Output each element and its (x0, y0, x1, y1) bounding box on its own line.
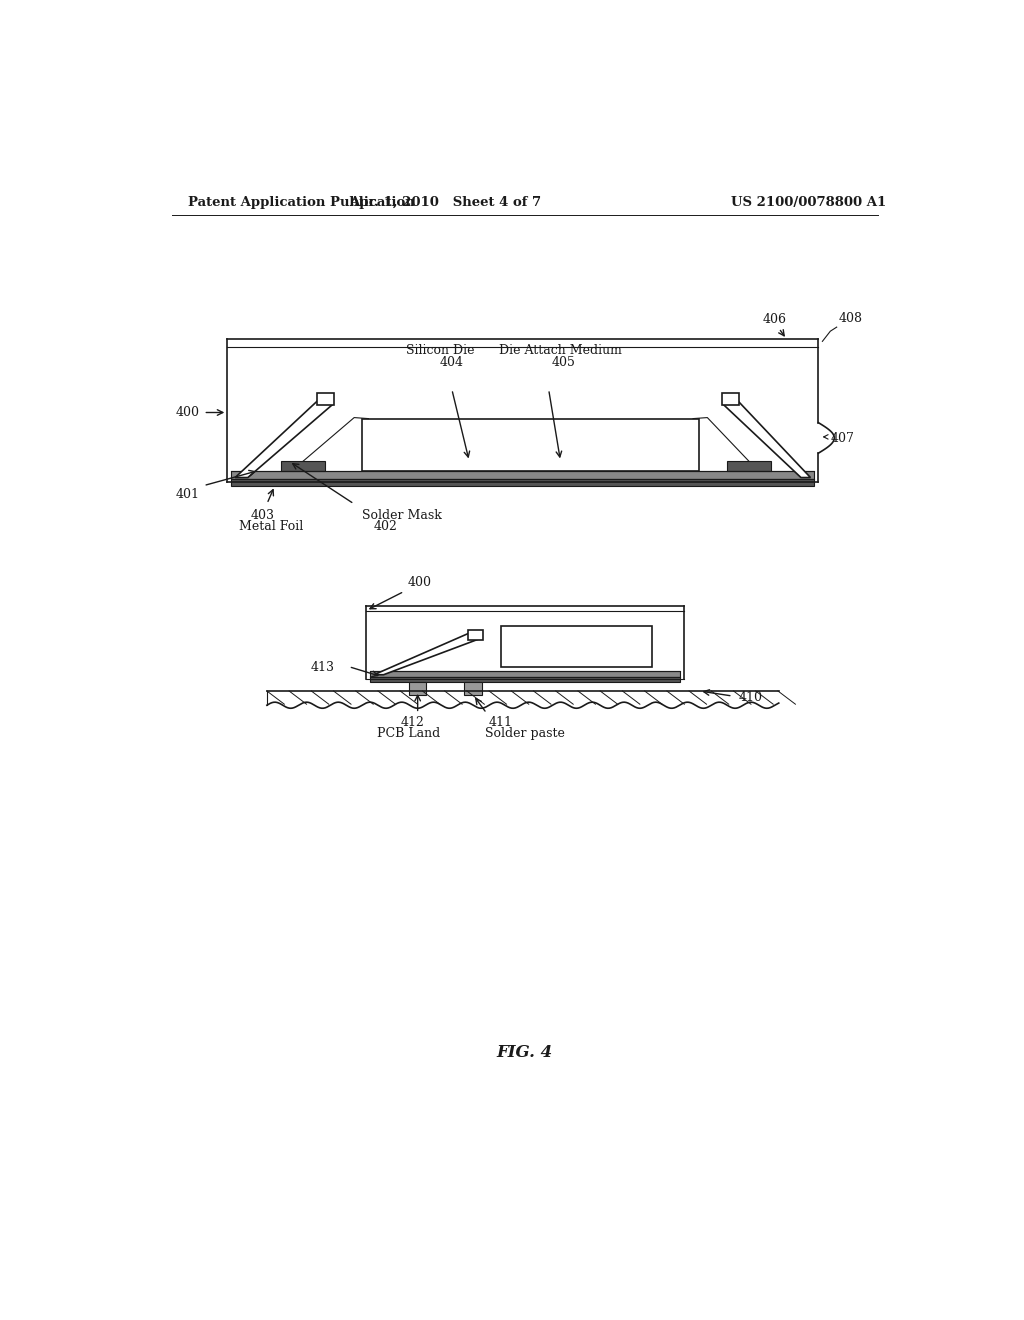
Bar (409, 682, 426, 696)
Text: Solder Mask: Solder Mask (362, 510, 442, 521)
Text: US 2100/0078800 A1: US 2100/0078800 A1 (731, 195, 887, 209)
Text: Die Attach Medium: Die Attach Medium (499, 343, 622, 356)
Bar (501, 626, 652, 667)
Polygon shape (374, 634, 481, 675)
Bar (468, 630, 482, 640)
Text: 400: 400 (408, 577, 431, 589)
Text: FIG. 4: FIG. 4 (497, 1044, 553, 1061)
Text: 411: 411 (489, 717, 513, 730)
Bar (231, 479, 814, 486)
Bar (465, 682, 482, 696)
Text: 404: 404 (439, 356, 464, 368)
Text: 413: 413 (310, 661, 334, 675)
Text: 401: 401 (175, 487, 200, 500)
Text: 405: 405 (552, 356, 575, 368)
Bar (727, 461, 771, 471)
Bar (231, 471, 814, 479)
Text: Silicon Die: Silicon Die (406, 343, 474, 356)
Bar (316, 393, 334, 405)
Bar (362, 418, 699, 471)
Polygon shape (236, 396, 333, 478)
Polygon shape (723, 396, 811, 478)
Text: Apr. 1, 2010   Sheet 4 of 7: Apr. 1, 2010 Sheet 4 of 7 (349, 195, 542, 209)
Text: 408: 408 (839, 312, 862, 325)
Text: 410: 410 (739, 690, 763, 704)
Text: 407: 407 (830, 433, 854, 445)
Bar (722, 393, 739, 405)
Text: Solder paste: Solder paste (485, 726, 565, 739)
Text: Metal Foil: Metal Foil (240, 520, 303, 533)
Text: PCB Land: PCB Land (377, 726, 439, 739)
Text: 412: 412 (400, 717, 424, 730)
Bar (370, 677, 680, 682)
Text: 402: 402 (373, 520, 397, 533)
Text: 406: 406 (763, 313, 786, 326)
Bar (282, 461, 325, 471)
Bar (370, 671, 680, 677)
Text: Patent Application Publication: Patent Application Publication (187, 195, 415, 209)
Text: 403: 403 (251, 510, 275, 521)
Text: 400: 400 (175, 407, 200, 418)
